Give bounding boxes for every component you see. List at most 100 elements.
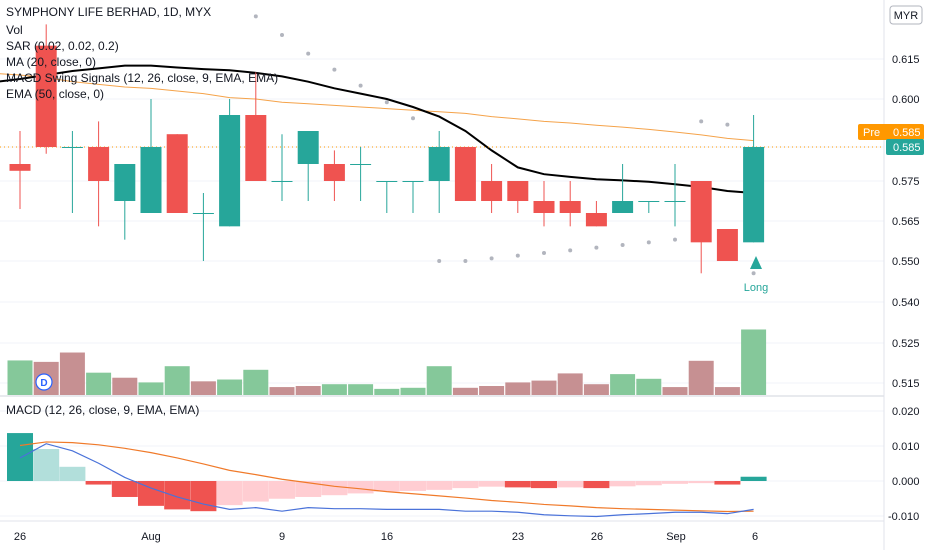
candle-body	[9, 164, 31, 171]
sar-dot	[306, 51, 311, 56]
macd-hist-bar	[269, 481, 295, 499]
volume-bar	[583, 384, 609, 395]
macd-hist-bar	[59, 466, 86, 481]
legend-ema[interactable]: EMA (50, close, 0)	[6, 87, 104, 101]
sar-dot	[515, 253, 520, 258]
candle-body	[140, 147, 162, 213]
macd-hist-bar	[452, 481, 479, 489]
sar-dot	[489, 256, 494, 261]
macd-hist-bar	[662, 481, 688, 484]
macd-hist-bar	[373, 481, 400, 492]
time-axis-labels: 26 Aug 9 16 23 26 Sep 6	[14, 531, 758, 543]
candle-body	[533, 201, 555, 213]
time-tick-label: Aug	[141, 531, 161, 543]
macd-hist-bar	[33, 449, 60, 481]
time-tick-label: 23	[512, 531, 524, 543]
volume-bar	[688, 360, 714, 395]
last-price-badge: 0.585	[886, 139, 924, 155]
ema50-line	[0, 73, 754, 142]
price-tick-label: 0.575	[892, 176, 920, 188]
macd-signal-series	[19, 441, 754, 513]
price-tick-label: 0.540	[892, 297, 920, 309]
macd-hist-bar	[583, 481, 610, 489]
volume-bar	[164, 366, 190, 395]
long-signal-label: Long	[744, 282, 768, 294]
macd-hist-bar	[504, 481, 531, 488]
sar-dot	[542, 251, 546, 255]
volume-bar	[190, 381, 216, 395]
candle-body	[245, 115, 267, 181]
macd-hist-bar	[609, 481, 636, 487]
price-tick-label: 0.550	[892, 256, 920, 268]
candle-body	[35, 45, 57, 147]
macd-hist-bar	[478, 481, 505, 487]
legend-ma[interactable]: MA (20, close, 0)	[6, 55, 96, 69]
candle-body	[481, 181, 503, 201]
volume-bar	[452, 387, 478, 395]
volume-bar	[610, 374, 636, 395]
macd-hist-bar	[688, 481, 715, 484]
legend-vol[interactable]: Vol	[6, 23, 23, 37]
macd-hist-bar	[400, 481, 426, 491]
sar-dot	[725, 122, 730, 127]
macd-hist-bar	[111, 481, 138, 497]
pre-price-badge: Pre 0.585	[858, 124, 924, 140]
macd-hist-bar	[7, 433, 33, 481]
legend: SYMPHONY LIFE BERHAD, 1D, MYX Vol SAR (0…	[6, 5, 278, 417]
volume-bar	[714, 387, 740, 395]
sar-dot	[673, 237, 677, 242]
volume-bar	[741, 329, 767, 395]
macd-hist-bar	[531, 481, 557, 489]
sar-dot	[384, 100, 389, 105]
macd-hist-bar	[557, 481, 584, 488]
price-tick-label: 0.615	[892, 54, 920, 66]
price-tick-label: 0.565	[892, 216, 920, 228]
volume-bar	[636, 378, 662, 395]
volume-bar	[59, 352, 85, 395]
volume-bar	[217, 379, 243, 395]
candle-body	[664, 201, 686, 202]
volume-bar	[557, 373, 583, 395]
sar-dot	[568, 248, 573, 253]
symbol-title[interactable]: SYMPHONY LIFE BERHAD, 1D, MYX	[6, 5, 211, 19]
ema50-series	[0, 73, 754, 142]
currency-button[interactable]: MYR	[889, 5, 923, 25]
candle-body	[297, 131, 319, 164]
volume-bar	[662, 387, 688, 395]
last-price-value: 0.585	[893, 142, 921, 154]
candle-body	[219, 115, 241, 227]
legend-macd[interactable]: MACD (12, 26, close, 9, EMA, EMA)	[6, 403, 199, 417]
time-tick-label: Sep	[666, 531, 686, 543]
candle-body	[507, 181, 529, 201]
sar-dots	[253, 14, 756, 276]
volume-bars	[7, 329, 767, 395]
legend-macd-swing[interactable]: MACD Swing Signals (12, 26, close, 9, EM…	[6, 71, 278, 85]
candlesticks	[9, 24, 765, 274]
volume-bar	[86, 372, 112, 395]
candle-body	[716, 229, 738, 261]
candle-body	[166, 134, 188, 213]
macd-hist-bar	[635, 481, 662, 486]
sar-dot	[332, 67, 337, 72]
candle-body	[428, 147, 450, 181]
sar-dot	[699, 119, 704, 124]
dividend-marker-icon[interactable]	[35, 373, 53, 391]
macd-hist-bar	[714, 481, 741, 485]
volume-bar	[321, 384, 347, 395]
candle-body	[690, 181, 712, 243]
macd-lines	[19, 441, 754, 518]
macd-hist-bar	[216, 481, 243, 506]
candle-body	[88, 147, 110, 181]
macd-tick-label: -0.010	[888, 511, 919, 523]
legend-sar[interactable]: SAR (0.02, 0.02, 0.2)	[6, 39, 119, 53]
macd-hist-bar	[347, 481, 374, 494]
time-tick-label: 6	[752, 531, 758, 543]
currency-label: MYR	[894, 10, 919, 22]
macd-series	[19, 443, 754, 518]
macd-hist-bar	[321, 481, 348, 496]
candle-body	[638, 201, 660, 202]
macd-hist-bar	[164, 481, 191, 510]
long-signal-arrow-icon	[750, 256, 762, 269]
macd-hist-bar	[242, 481, 269, 502]
